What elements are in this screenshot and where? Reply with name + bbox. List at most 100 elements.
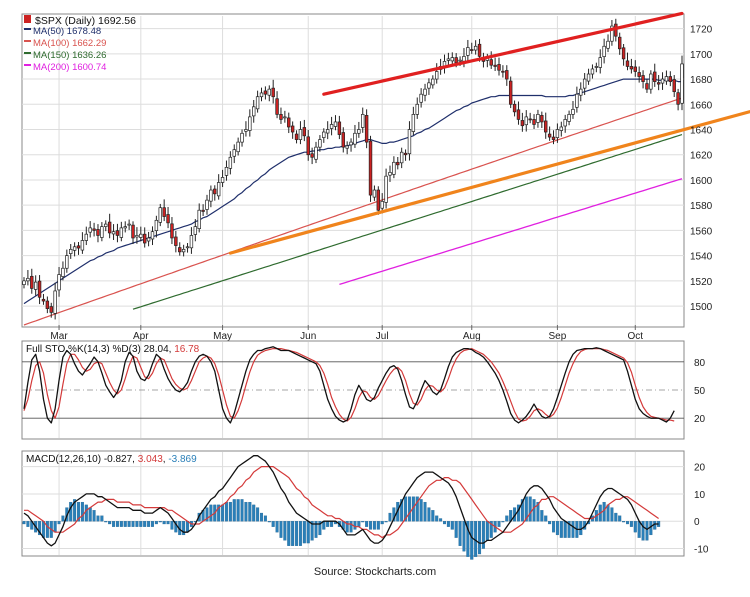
macd-histogram-bar [454, 521, 458, 538]
macd-histogram-bar [528, 496, 532, 522]
price-y-tick-label: 1540 [690, 252, 713, 263]
price-gridlines [22, 16, 684, 325]
macd-histogram-bar [610, 507, 614, 522]
candle-body [193, 226, 198, 235]
macd-legend: MACD(12,26,10) -0.827, 3.043, -3.869 [26, 454, 197, 465]
macd-histogram-bar [38, 521, 42, 536]
macd-histogram-bar [318, 521, 322, 536]
macd-histogram-bar [501, 521, 505, 523]
price-y-tick-label: 1520 [690, 277, 713, 288]
macd-histogram-bar [147, 521, 151, 527]
candle-body [415, 103, 419, 115]
source-caption: Source: Stockcharts.com [314, 566, 436, 578]
macd-histogram-bar [256, 507, 260, 522]
macd-histogram-bar [244, 501, 248, 522]
macd-histogram-bar [80, 501, 84, 522]
macd-histogram-bar [614, 512, 618, 522]
macd-histogram-bar [466, 521, 470, 557]
candle-body [69, 248, 73, 254]
candle-body [372, 189, 377, 198]
moving-averages [23, 78, 683, 326]
macd-histogram-bar [470, 521, 474, 560]
candle-body [162, 207, 166, 217]
macd-histogram-bar [544, 515, 548, 522]
candle-body [528, 118, 532, 121]
macd-histogram-bar [310, 521, 314, 541]
candle-body [349, 141, 353, 146]
macd-histogram-bar [100, 515, 104, 522]
legend-swatch-spx [24, 15, 31, 23]
candle-body [435, 71, 439, 80]
macd-histogram-bar [372, 521, 376, 530]
candle-body [22, 280, 26, 285]
macd-histogram-bar [291, 521, 295, 546]
macd-histogram-bar [369, 521, 373, 530]
candle-body [660, 78, 665, 84]
macd-histogram-bar [88, 507, 92, 522]
price-y-tick-label: 1640 [690, 126, 713, 137]
candle-body [201, 209, 205, 212]
macd-histogram-bar [131, 521, 135, 527]
macd-histogram-bar [115, 521, 119, 527]
candle-body [508, 80, 513, 105]
candle-body [100, 226, 104, 238]
candle-body [216, 182, 221, 197]
macd-histogram-bar [139, 521, 143, 527]
macd-histogram-bar [295, 521, 299, 546]
macd-y-tick-label: -10 [694, 545, 709, 556]
macd-y-tick-label: 10 [694, 490, 706, 501]
price-y-tick-label: 1560 [690, 226, 713, 237]
macd-histogram-bar [248, 501, 252, 522]
candle-body [123, 226, 127, 229]
macd-line [23, 455, 659, 547]
legend-ma200-label: MA(200) [33, 62, 69, 73]
candle-body [637, 72, 641, 77]
candle-body [45, 300, 50, 309]
candle-body [641, 75, 645, 82]
macd-histogram-bar [236, 499, 240, 522]
macd-histogram-bar [404, 496, 408, 522]
macd-lines [23, 455, 659, 547]
macd-histogram-bar [622, 521, 626, 523]
macd-histogram-bar [330, 521, 334, 527]
macd-y-tick-label: 0 [694, 517, 700, 528]
price-y-tick-label: 1720 [690, 25, 713, 36]
support-trendline [228, 109, 750, 255]
candle-body [489, 59, 493, 66]
candle-body [656, 82, 661, 85]
ma200-line [339, 178, 683, 286]
candle-body [107, 221, 112, 234]
macd-histogram-bar [283, 521, 287, 541]
macd-histogram-bar [645, 521, 649, 541]
candle-body [384, 175, 388, 203]
candle-body [329, 124, 334, 129]
macd-histogram-bar [314, 521, 318, 538]
macd-legend-signal: 3.043 [138, 454, 163, 465]
macd-histogram-bar [271, 521, 275, 527]
candle-body [325, 129, 330, 134]
macd-histogram-bar [563, 521, 567, 538]
price-y-tick-label: 1580 [690, 201, 713, 212]
candle-body [516, 109, 521, 120]
candle-body [255, 96, 260, 110]
candle-body [403, 152, 408, 156]
candle-body [431, 78, 435, 86]
candle-body [142, 233, 147, 244]
month-tick-label: Jun [300, 331, 316, 342]
trendlines [228, 11, 750, 255]
candle-body [135, 235, 139, 238]
macd-histogram-bar [143, 521, 147, 527]
candle-body [458, 59, 462, 62]
resistance-trendline [322, 11, 684, 96]
candle-body [399, 151, 404, 164]
candle-body [551, 136, 556, 140]
candle-body [92, 228, 96, 231]
macd-histogram-bar [384, 521, 388, 523]
candle-body [454, 57, 458, 64]
candle-body [586, 73, 591, 82]
candle-body [111, 231, 116, 235]
macd-histogram-bar [520, 499, 524, 522]
macd-histogram-bar [633, 521, 637, 533]
macd-histogram-bar [205, 507, 209, 522]
macd-histogram-bar [162, 521, 166, 525]
